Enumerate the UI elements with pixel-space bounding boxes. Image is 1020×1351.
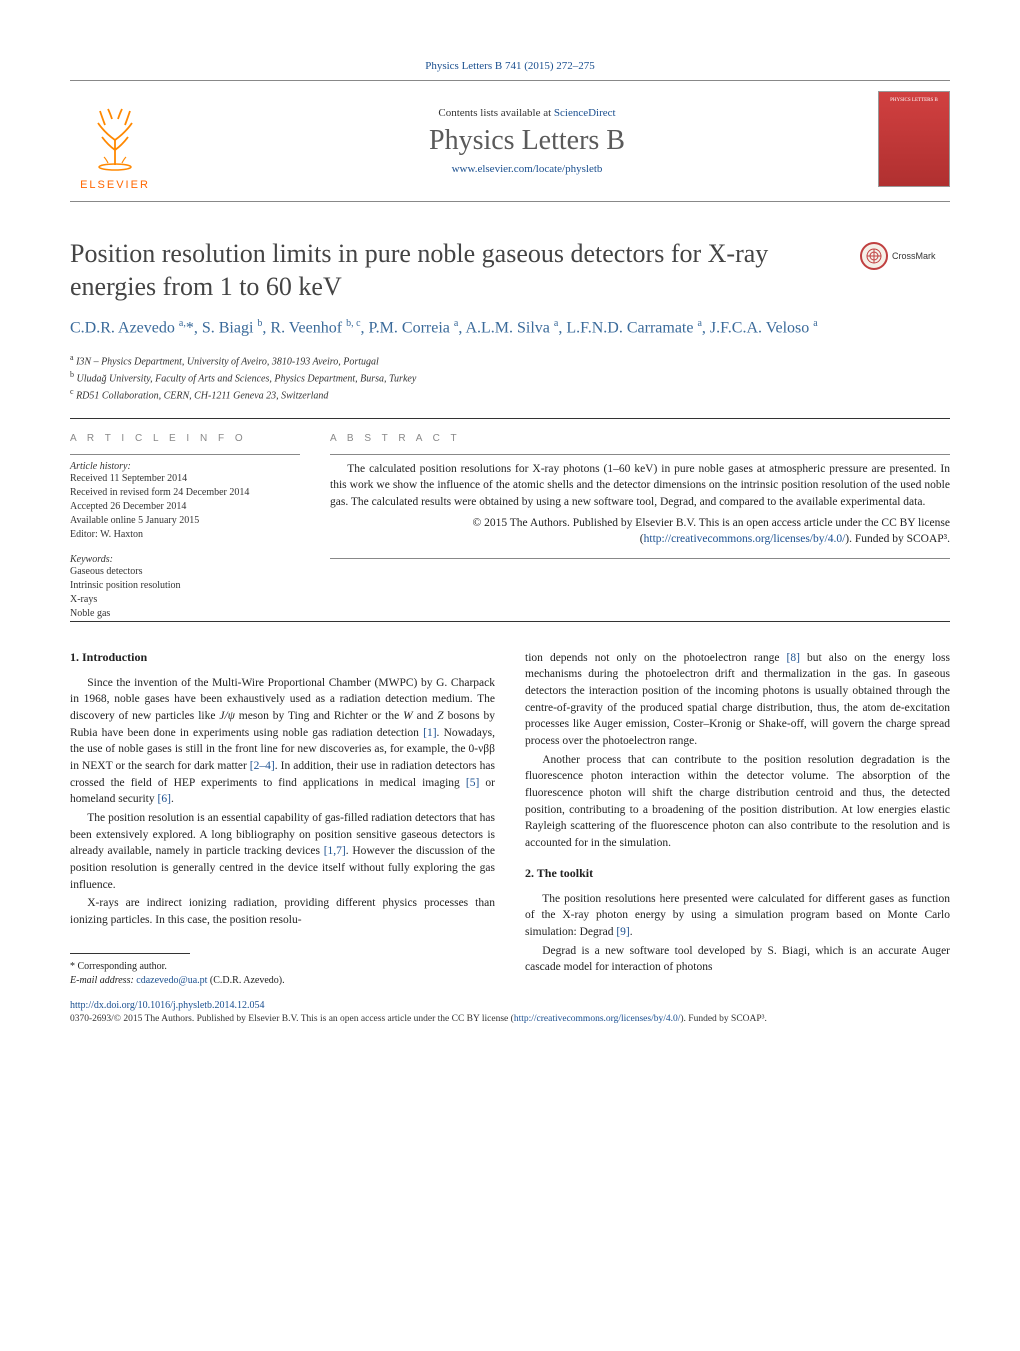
- copyright-suffix: ). Funded by SCOAP³.: [845, 533, 950, 545]
- contents-prefix: Contents lists available at: [438, 107, 553, 119]
- page-root: Physics Letters B 741 (2015) 272–275 ELS…: [0, 0, 1020, 1066]
- body-two-column: 1. Introduction Since the invention of t…: [70, 650, 950, 988]
- corresponding-author: * Corresponding author.: [70, 960, 495, 974]
- license-suffix: ). Funded by SCOAP³.: [680, 1014, 767, 1024]
- banner-center: Contents lists available at ScienceDirec…: [176, 91, 878, 191]
- author-list: C.D.R. Azevedo a,*, S. Biagi b, R. Veenh…: [70, 317, 950, 340]
- abstract-text: The calculated position resolutions for …: [330, 461, 950, 511]
- info-abstract-row: A R T I C L E I N F O Article history: R…: [70, 433, 950, 621]
- citation-link[interactable]: [5]: [466, 777, 479, 789]
- crossmark-icon: [860, 242, 888, 270]
- abstract-heading: A B S T R A C T: [330, 433, 950, 444]
- history-label: Article history:: [70, 461, 300, 472]
- citation-link[interactable]: [9]: [616, 926, 629, 938]
- elsevier-logo: ELSEVIER: [70, 91, 160, 191]
- footnote-rule: [70, 953, 190, 954]
- doi-line: http://dx.doi.org/10.1016/j.physletb.201…: [70, 1000, 950, 1011]
- journal-banner: ELSEVIER Contents lists available at Sci…: [70, 81, 950, 202]
- email-suffix: (C.D.R. Azevedo).: [210, 975, 285, 986]
- title-row: Position resolution limits in pure noble…: [70, 238, 950, 303]
- right-paragraphs-post: The position resolutions here presented …: [525, 891, 950, 976]
- article-info-heading: A R T I C L E I N F O: [70, 433, 300, 444]
- body-paragraph: X-rays are indirect ionizing radiation, …: [70, 895, 495, 928]
- history-item: Received 11 September 2014: [70, 472, 300, 486]
- abstract-bottom-rule: [330, 558, 950, 559]
- keyword-item: Gaseous detectors: [70, 565, 300, 579]
- history-item: Editor: W. Haxton: [70, 528, 300, 542]
- intro-heading: 1. Introduction: [70, 650, 495, 665]
- keywords-label: Keywords:: [70, 554, 300, 565]
- left-column: 1. Introduction Since the invention of t…: [70, 650, 495, 988]
- footer-cc-link[interactable]: http://creativecommons.org/licenses/by/4…: [514, 1014, 681, 1024]
- info-subrule: [70, 454, 300, 455]
- history-list: Received 11 September 2014Received in re…: [70, 472, 300, 542]
- affiliation-list: a I3N – Physics Department, University o…: [70, 352, 950, 404]
- history-item: Accepted 26 December 2014: [70, 500, 300, 514]
- keyword-item: Noble gas: [70, 607, 300, 621]
- citation-link[interactable]: [8]: [786, 652, 799, 664]
- body-paragraph: Another process that can contribute to t…: [525, 752, 950, 852]
- journal-cover-thumbnail: PHYSICS LETTERS B: [878, 91, 950, 187]
- rule-above-info: [70, 418, 950, 419]
- email-footnote: E-mail address: cdazevedo@ua.pt (C.D.R. …: [70, 974, 495, 988]
- contents-line: Contents lists available at ScienceDirec…: [176, 107, 878, 119]
- toolkit-heading: 2. The toolkit: [525, 866, 950, 881]
- journal-name: Physics Letters B: [176, 125, 878, 157]
- rule-below-info: [70, 621, 950, 622]
- elsevier-tree-icon: [80, 105, 150, 175]
- license-line: 0370-2693/© 2015 The Authors. Published …: [70, 1013, 950, 1026]
- journal-homepage: www.elsevier.com/locate/physletb: [176, 163, 878, 175]
- abstract-copyright: © 2015 The Authors. Published by Elsevie…: [330, 515, 950, 548]
- citation-link[interactable]: [1,7]: [324, 845, 346, 857]
- cc-link[interactable]: http://creativecommons.org/licenses/by/4…: [644, 533, 846, 545]
- citation-link[interactable]: [6]: [158, 793, 171, 805]
- author-email-link[interactable]: cdazevedo@ua.pt: [136, 975, 207, 986]
- crossmark-label: CrossMark: [892, 251, 936, 261]
- citation-link[interactable]: [2–4]: [250, 760, 275, 772]
- journal-homepage-link[interactable]: www.elsevier.com/locate/physletb: [452, 163, 603, 175]
- journal-citation: Physics Letters B 741 (2015) 272–275: [70, 60, 950, 72]
- body-paragraph: Since the invention of the Multi-Wire Pr…: [70, 675, 495, 808]
- history-item: Received in revised form 24 December 201…: [70, 486, 300, 500]
- keywords-list: Gaseous detectorsIntrinsic position reso…: [70, 565, 300, 621]
- doi-link[interactable]: http://dx.doi.org/10.1016/j.physletb.201…: [70, 1000, 265, 1011]
- affiliation-item: a I3N – Physics Department, University o…: [70, 352, 950, 369]
- license-prefix: 0370-2693/© 2015 The Authors. Published …: [70, 1014, 514, 1024]
- keyword-item: Intrinsic position resolution: [70, 579, 300, 593]
- elsevier-label: ELSEVIER: [80, 179, 150, 191]
- abstract-subrule: [330, 454, 950, 455]
- right-paragraphs-pre: tion depends not only on the photoelectr…: [525, 650, 950, 852]
- sciencedirect-link[interactable]: ScienceDirect: [554, 107, 616, 119]
- abstract-column: A B S T R A C T The calculated position …: [330, 433, 950, 621]
- affiliation-item: c RD51 Collaboration, CERN, CH-1211 Gene…: [70, 386, 950, 403]
- article-info-column: A R T I C L E I N F O Article history: R…: [70, 433, 300, 621]
- journal-cover-label: PHYSICS LETTERS B: [890, 98, 938, 103]
- history-item: Available online 5 January 2015: [70, 514, 300, 528]
- affiliation-item: b Uludağ University, Faculty of Arts and…: [70, 369, 950, 386]
- body-paragraph: Degrad is a new software tool developed …: [525, 943, 950, 976]
- body-paragraph: The position resolutions here presented …: [525, 891, 950, 941]
- body-paragraph: tion depends not only on the photoelectr…: [525, 650, 950, 750]
- keyword-item: X-rays: [70, 593, 300, 607]
- body-paragraph: The position resolution is an essential …: [70, 810, 495, 893]
- email-label: E-mail address:: [70, 975, 134, 986]
- article-title: Position resolution limits in pure noble…: [70, 238, 844, 303]
- crossmark-widget[interactable]: CrossMark: [860, 242, 950, 270]
- left-paragraphs: Since the invention of the Multi-Wire Pr…: [70, 675, 495, 929]
- citation-link[interactable]: [1]: [423, 727, 436, 739]
- right-column: tion depends not only on the photoelectr…: [525, 650, 950, 988]
